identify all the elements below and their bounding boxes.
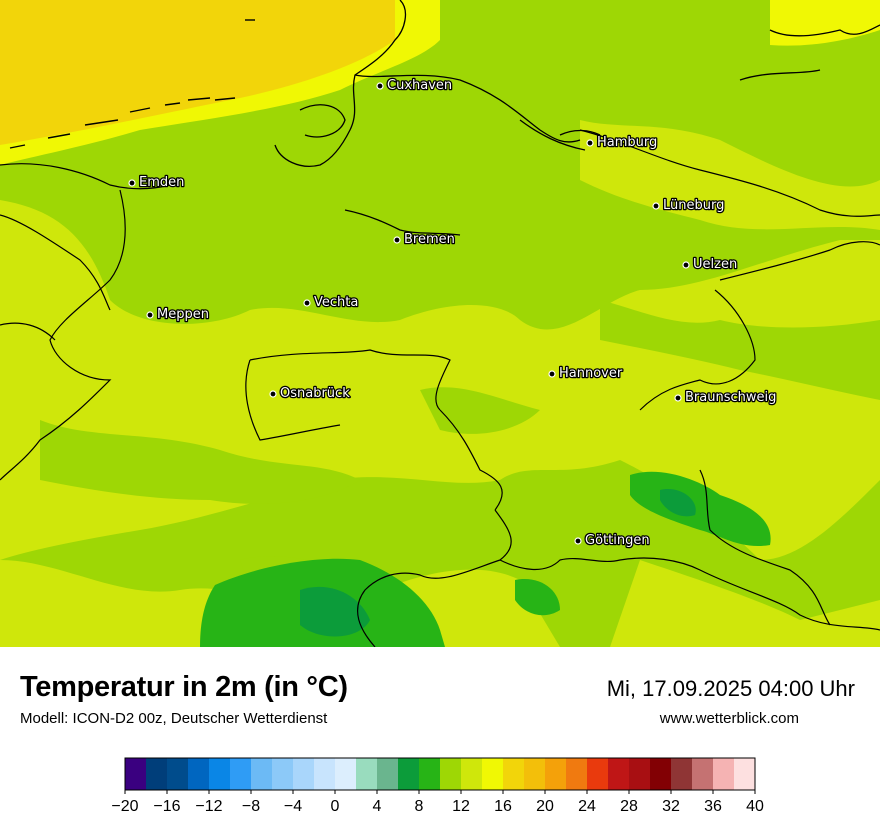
islands [9,19,255,149]
colorbar-swatch [503,758,525,790]
colorbar-swatch [734,758,756,790]
colorbar-swatch [692,758,714,790]
colorbar-swatch [524,758,546,790]
model-subtitle: Modell: ICON-D2 00z, Deutscher Wetterdie… [20,710,328,727]
colorbar-tick-label: 8 [415,798,424,815]
colorbar-swatch [440,758,462,790]
colorbar-tick-label: −20 [111,798,138,815]
city-hannover: Hannover [548,365,624,382]
colorbar-swatch [545,758,567,790]
colorbar-swatch [188,758,210,790]
city-label: Emden [139,175,184,190]
city-braunschweig: Braunschweig [674,389,778,406]
city-markers: Cuxhaven Hamburg Emden Lüneburg Bremen Uelzen… [128,77,778,549]
colorbar-tick-label: 36 [704,798,722,815]
city-cuxhaven: Cuxhaven [376,77,453,94]
colorbar-tick-label: 20 [536,798,554,815]
city-label: Braunschweig [685,390,776,405]
colorbar-tick-label: 32 [662,798,680,815]
colorbar-tick-label: 28 [620,798,638,815]
city-hamburg: Hamburg [586,134,659,151]
colorbar-swatch [650,758,672,790]
colorbar-tick-label: −4 [284,798,302,815]
colorbar-swatch [335,758,357,790]
colorbar-swatch [272,758,294,790]
colorbar-swatch [398,758,420,790]
city-dot [303,299,311,307]
city-emden: Emden [128,174,186,191]
colorbar-swatch [167,758,189,790]
temperature-colorbar: −20 −16 −12 −8 −4 0 4 8 12 16 20 24 28 32 36 40 [111,757,764,815]
colorbar-swatch [377,758,399,790]
city-dot [128,179,136,187]
colorbar-swatch [671,758,693,790]
city-label: Vechta [314,295,358,310]
colorbar-tick-label: −8 [242,798,260,815]
colorbar-tick-label: 40 [746,798,764,815]
temp-zone-8 [300,489,696,637]
colorbar-tick-label: −16 [153,798,180,815]
city-label: Bremen [404,232,455,247]
temperature-map: Cuxhaven Hamburg Emden Lüneburg Bremen Uelzen… [0,0,880,647]
colorbar-swatch [629,758,651,790]
colorbar-swatch [293,758,315,790]
city-osnabrck: Osnabrück [269,385,351,402]
city-dot [682,261,690,269]
colorbar-swatch [251,758,273,790]
colorbar-swatch [566,758,588,790]
colorbar-swatch [209,758,231,790]
city-label: Meppen [157,307,209,322]
colorbar-tick-label: 4 [373,798,382,815]
city-dot [586,139,594,147]
city-bremen: Bremen [393,231,456,248]
temp-zone-18 [0,0,395,145]
page-title: Temperatur in 2m (in °C) [20,671,348,703]
colorbar-swatch [482,758,504,790]
city-label: Göttingen [585,533,650,548]
city-dot [393,236,401,244]
forecast-datetime: Mi, 17.09.2025 04:00 Uhr [606,676,855,701]
colorbar-swatch [314,758,336,790]
city-uelzen: Uelzen [682,256,738,273]
city-dot [548,370,556,378]
city-dot [652,202,660,210]
colorbar-swatch [146,758,168,790]
city-dot [146,311,154,319]
colorbar-tick-label: 0 [331,798,340,815]
city-label: Uelzen [693,257,737,272]
colorbar-tick-label: 24 [578,798,596,815]
colorbar-swatch [419,758,441,790]
city-dot [269,390,277,398]
colorbar-swatch [356,758,378,790]
city-dot [376,82,384,90]
colorbar-swatch [608,758,630,790]
colorbar-swatch [713,758,735,790]
city-label: Hannover [559,366,623,381]
city-label: Lüneburg [663,198,724,213]
colorbar-swatch [230,758,252,790]
colorbar-swatch [125,758,147,790]
colorbar-tick-label: 12 [452,798,470,815]
colorbar-tick-label: 16 [494,798,512,815]
website-url: www.wetterblick.com [659,710,799,727]
city-label: Cuxhaven [387,78,452,93]
city-vechta: Vechta [303,294,360,311]
colorbar-swatch [587,758,609,790]
city-lneburg: Lüneburg [652,197,726,214]
borders [0,129,880,647]
colorbar-tick-label: −12 [195,798,222,815]
city-dot [574,537,582,545]
coastline [274,0,880,236]
colorbar-swatch [461,758,483,790]
city-label: Hamburg [597,135,657,150]
city-label: Osnabrück [280,386,350,401]
city-dot [674,394,682,402]
colorbar-frame [124,757,756,791]
city-gttingen: Göttingen [574,532,651,549]
city-meppen: Meppen [146,306,210,323]
